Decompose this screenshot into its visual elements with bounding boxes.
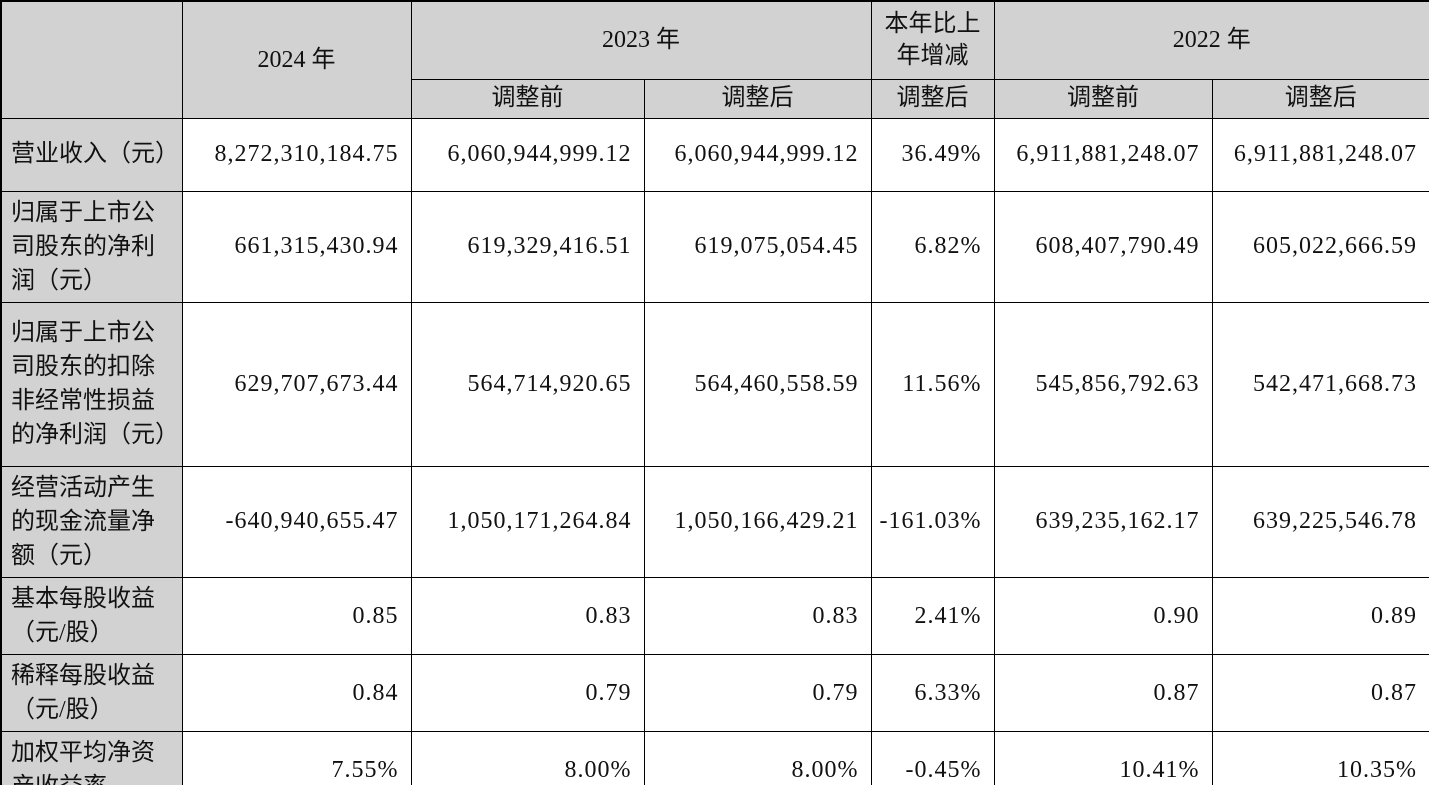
value-cell-y2022-before: 639,235,162.17 bbox=[993, 465, 1213, 578]
subheader-2022-after-adjustment: 调整后 bbox=[1211, 78, 1429, 119]
value-cell-y2022-after: 605,022,666.59 bbox=[1211, 190, 1429, 303]
value-cell-change: 2.41% bbox=[870, 576, 995, 656]
value-cell-y2023-after: 0.79 bbox=[643, 654, 872, 733]
header-row-adjustment: 调整前 调整后 调整后 调整前 调整后 bbox=[1, 78, 1429, 119]
row-label: 加权平均净资产收益率 bbox=[0, 731, 183, 785]
value-cell-y2023-after: 0.83 bbox=[643, 576, 872, 656]
table-row: 基本每股收益（元/股） 0.85 0.83 0.83 2.41% 0.90 0.89 bbox=[0, 576, 1429, 656]
table-row: 经营活动产生的现金流量净额（元） -640,940,655.47 1,050,171… bbox=[0, 465, 1429, 578]
row-label: 归属于上市公司股东的扣除非经常性损益的净利润（元） bbox=[0, 301, 183, 467]
table-row: 归属于上市公司股东的扣除非经常性损益的净利润（元） 629,707,673.44 5… bbox=[0, 301, 1429, 467]
header-row-years: 2024 年 2023 年 本年比上年增减 2022 年 bbox=[0, 0, 1429, 119]
table-row: 营业收入（元） 8,272,310,184.75 6,060,944,999.12 6… bbox=[0, 117, 1429, 192]
subheader-2023-after-adjustment: 调整后 bbox=[643, 78, 872, 119]
col-header-2023: 2023 年 bbox=[410, 0, 872, 80]
value-cell-y2022-after: 0.87 bbox=[1211, 654, 1429, 733]
value-cell-y2023-after: 619,075,054.45 bbox=[643, 190, 872, 303]
value-cell-y2022-before: 0.87 bbox=[993, 654, 1213, 733]
col-header-2024: 2024 年 bbox=[181, 0, 412, 119]
value-cell-y2024: 7.55% bbox=[181, 731, 412, 785]
table-header: 2024 年 2023 年 本年比上年增减 2022 年 调整前 调整后 调整后… bbox=[0, 0, 1429, 119]
value-cell-y2023-before: 1,050,171,264.84 bbox=[410, 465, 645, 578]
value-cell-y2023-after: 6,060,944,999.12 bbox=[643, 117, 872, 192]
row-label: 归属于上市公司股东的净利润（元） bbox=[0, 190, 183, 303]
subheader-2023-before-adjustment: 调整前 bbox=[410, 78, 645, 119]
subheader-2022-before-adjustment: 调整前 bbox=[993, 78, 1213, 119]
value-cell-y2024: 0.85 bbox=[181, 576, 412, 656]
value-cell-y2024: 0.84 bbox=[181, 654, 412, 733]
value-cell-y2022-after: 10.35% bbox=[1211, 731, 1429, 785]
value-cell-y2022-after: 0.89 bbox=[1211, 576, 1429, 656]
table-row: 加权平均净资产收益率7.55%8.00%8.00%-0.45%10.41%10.… bbox=[0, 731, 1429, 785]
value-cell-y2023-after: 1,050,166,429.21 bbox=[643, 465, 872, 578]
col-header-2022: 2022 年 bbox=[993, 0, 1429, 80]
table-body: 营业收入（元） 8,272,310,184.75 6,060,944,999.12 6… bbox=[0, 117, 1429, 785]
value-cell-y2022-before: 10.41% bbox=[993, 731, 1213, 785]
value-cell-y2024: 629,707,673.44 bbox=[181, 301, 412, 467]
row-label: 经营活动产生的现金流量净额（元） bbox=[0, 465, 183, 578]
value-cell-y2023-before: 619,329,416.51 bbox=[410, 190, 645, 303]
table-row: 稀释每股收益（元/股） 0.84 0.79 0.79 6.33% 0.87 0.87 bbox=[0, 654, 1429, 733]
value-cell-y2024: 661,315,430.94 bbox=[181, 190, 412, 303]
col-header-yoy-change: 本年比上年增减 bbox=[870, 0, 995, 80]
corner-cell bbox=[0, 0, 183, 119]
value-cell-y2022-before: 608,407,790.49 bbox=[993, 190, 1213, 303]
subheader-change-after-adjustment: 调整后 bbox=[870, 78, 995, 119]
value-cell-y2023-before: 564,714,920.65 bbox=[410, 301, 645, 467]
row-label: 基本每股收益（元/股） bbox=[0, 576, 183, 656]
value-cell-y2024: 8,272,310,184.75 bbox=[181, 117, 412, 192]
row-label: 稀释每股收益（元/股） bbox=[0, 654, 183, 733]
value-cell-y2023-after: 564,460,558.59 bbox=[643, 301, 872, 467]
value-cell-change: 6.33% bbox=[870, 654, 995, 733]
value-cell-y2023-before: 0.79 bbox=[410, 654, 645, 733]
row-label: 营业收入（元） bbox=[0, 117, 183, 192]
value-cell-y2022-before: 6,911,881,248.07 bbox=[993, 117, 1213, 192]
value-cell-change: -161.03% bbox=[870, 465, 995, 578]
value-cell-y2022-after: 639,225,546.78 bbox=[1211, 465, 1429, 578]
value-cell-change: 36.49% bbox=[870, 117, 995, 192]
value-cell-y2023-before: 6,060,944,999.12 bbox=[410, 117, 645, 192]
value-cell-y2022-before: 545,856,792.63 bbox=[993, 301, 1213, 467]
value-cell-change: -0.45% bbox=[870, 731, 995, 785]
value-cell-change: 6.82% bbox=[870, 190, 995, 303]
value-cell-y2022-after: 542,471,668.73 bbox=[1211, 301, 1429, 467]
value-cell-y2024: -640,940,655.47 bbox=[181, 465, 412, 578]
value-cell-change: 11.56% bbox=[870, 301, 995, 467]
value-cell-y2023-before: 8.00% bbox=[410, 731, 645, 785]
table-row: 归属于上市公司股东的净利润（元） 661,315,430.94 619,329,41… bbox=[0, 190, 1429, 303]
value-cell-y2023-before: 0.83 bbox=[410, 576, 645, 656]
value-cell-y2022-after: 6,911,881,248.07 bbox=[1211, 117, 1429, 192]
value-cell-y2023-after: 8.00% bbox=[643, 731, 872, 785]
value-cell-y2022-before: 0.90 bbox=[993, 576, 1213, 656]
